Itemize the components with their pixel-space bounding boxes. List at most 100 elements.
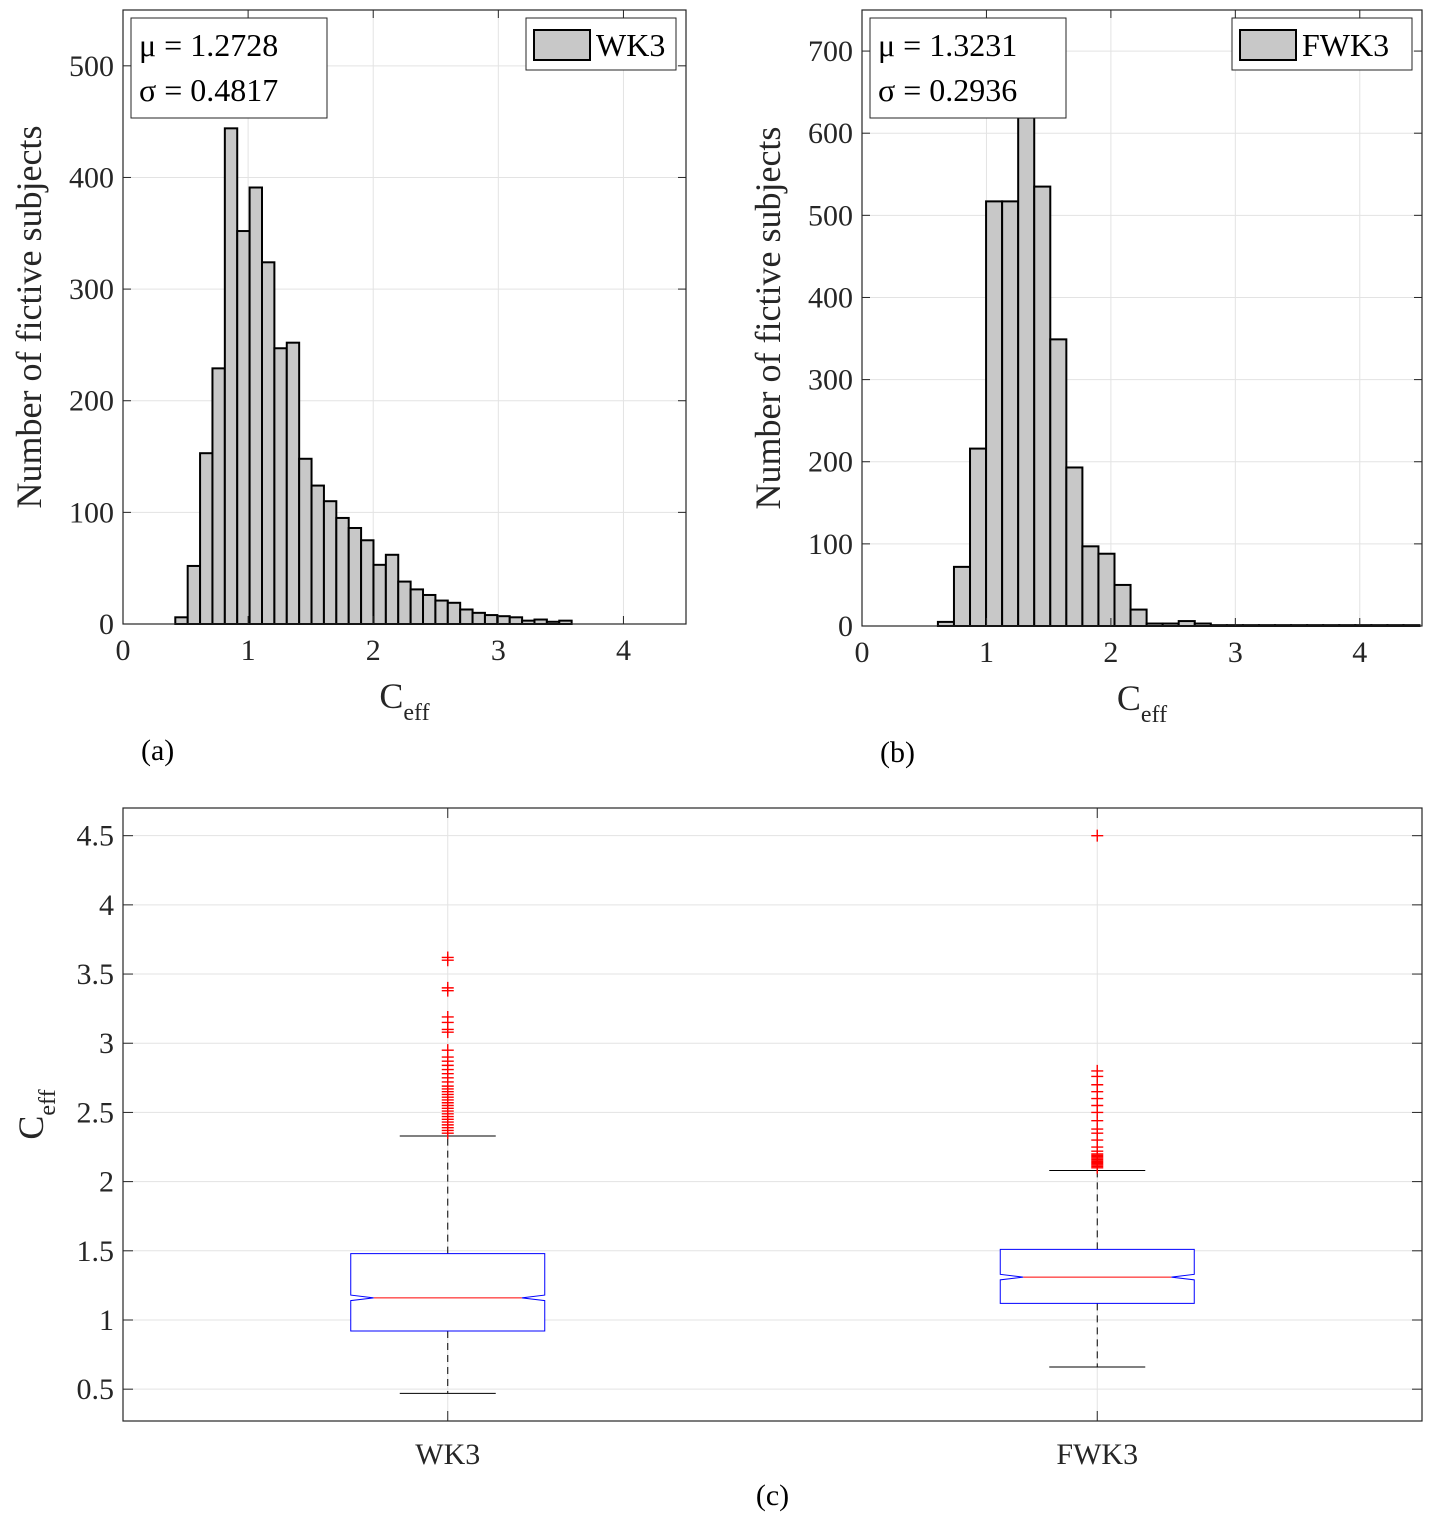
outlier-marker [1091, 1064, 1104, 1077]
axes-frame [861, 9, 1423, 627]
y-axis-label: Number of fictive subjects [748, 127, 788, 510]
histogram-bar [422, 593, 437, 626]
y-tick-label: 200 [808, 446, 853, 479]
histogram-bar [1177, 620, 1196, 628]
y-axis-label: Number of fictive subjects [9, 126, 49, 509]
histogram-bar [335, 516, 350, 625]
histogram-panel-2: 0 1 2 3 4 0 100 200 300 400 500 600 700 Ceff Number of… [748, 9, 1423, 769]
x-tick-label: 2 [366, 634, 381, 667]
y-tick-label: 2.5 [77, 1096, 115, 1129]
x-tick-label: 1 [979, 636, 994, 669]
histogram-bar [384, 553, 400, 626]
stat-mean: μ = 1.2728 [139, 27, 278, 63]
histogram-bar [298, 457, 313, 625]
histogram-bar [459, 608, 474, 625]
histogram-bar [533, 618, 548, 626]
legend-label: FWK3 [1302, 27, 1389, 63]
y-tick-label: 400 [69, 161, 114, 194]
x-tick-label: 2 [1103, 636, 1118, 669]
histogram-bar [446, 601, 462, 625]
histogram-bar [186, 564, 202, 626]
histogram-bar [285, 341, 301, 625]
legend-label: WK3 [596, 27, 665, 63]
y-tick-label: 400 [808, 281, 853, 314]
y-tick-label: 200 [69, 385, 114, 418]
histogram-bar [985, 200, 1004, 627]
y-tick-label: 4.5 [77, 820, 115, 853]
histogram-bar [1081, 545, 1100, 628]
legend-swatch [533, 29, 591, 61]
x-tick-label: 3 [491, 634, 506, 667]
histogram-bar [952, 565, 972, 628]
histogram-bar [273, 347, 288, 625]
box-fwk3 [999, 1248, 1195, 1304]
panel-label: (b) [880, 736, 915, 769]
x-axis-label-subscript: eff [403, 700, 429, 726]
histogram-bar [969, 447, 988, 628]
x-axis-label: Ceff [1117, 678, 1167, 728]
histogram-bar [174, 616, 189, 626]
panel-label: (c) [756, 1479, 789, 1512]
y-tick-label: 2 [99, 1166, 114, 1199]
panel-label: (a) [141, 734, 174, 767]
outlier-marker [1091, 829, 1104, 842]
histogram-bar [936, 620, 955, 627]
y-axis-label-subscript: eff [35, 1089, 61, 1115]
plot-area [123, 808, 1422, 1421]
y-tick-label: 0.5 [77, 1373, 115, 1406]
histogram-bar [1129, 608, 1148, 627]
y-tick-label: 1.5 [77, 1235, 115, 1268]
x-tick-label: 4 [1352, 636, 1367, 669]
histogram-bar [248, 186, 263, 625]
x-tick-label: 3 [1228, 636, 1243, 669]
x-axis-label: Ceff [379, 676, 429, 726]
histogram-bar [1033, 185, 1052, 627]
histogram-bar [310, 484, 325, 626]
x-tick-label: FWK3 [1056, 1438, 1138, 1471]
y-tick-label: 700 [808, 35, 853, 68]
histogram-bar [347, 526, 363, 626]
histogram-bar [496, 615, 511, 625]
histogram-bar [223, 127, 239, 626]
histogram-bar [236, 230, 251, 625]
histogram-bar [1097, 552, 1116, 627]
box-wk3 [350, 1253, 546, 1332]
stat-std: σ = 0.2936 [878, 72, 1017, 108]
histogram-panel-1: 0 1 2 3 4 0 100 200 300 400 500 Ceff Number of ficti… [9, 9, 687, 767]
y-tick-label: 3 [99, 1027, 114, 1060]
x-tick-label: 4 [616, 634, 631, 667]
histogram-bar [322, 500, 338, 626]
histogram-bar [1049, 338, 1068, 627]
y-tick-label: 0 [838, 610, 853, 643]
x-tick-label: 0 [855, 636, 870, 669]
boxplot-panel: 0.5 1 1.5 2 2.5 3 3.5 4 4.5 WK3 FWK3 Ceff (c) [11, 807, 1423, 1512]
stats-box [130, 17, 328, 119]
histogram-bar [483, 614, 499, 626]
y-tick-label: 1 [99, 1304, 114, 1337]
x-tick-label: WK3 [415, 1438, 480, 1471]
axes-frame [122, 807, 1423, 1422]
outlier-marker [441, 981, 454, 994]
y-tick-label: 100 [69, 496, 114, 529]
outlier-marker [441, 951, 454, 964]
x-tick-label: 0 [116, 634, 131, 667]
histogram-bar [211, 367, 226, 625]
histogram-bar [508, 616, 524, 626]
histogram-bar [409, 588, 425, 625]
histogram-bar [1017, 116, 1036, 627]
y-tick-label: 600 [808, 117, 853, 150]
y-tick-label: 500 [808, 199, 853, 232]
y-tick-label: 4 [99, 889, 114, 922]
histogram-bar [471, 611, 486, 626]
stats-box [869, 17, 1067, 119]
histogram-bar [199, 452, 214, 625]
stat-mean: μ = 1.3231 [878, 27, 1017, 63]
outlier-marker [441, 1010, 454, 1023]
histogram-bar [397, 580, 412, 626]
stat-std: σ = 0.4817 [139, 72, 278, 108]
histogram-bar [260, 261, 276, 625]
outlier-marker [441, 1044, 454, 1057]
y-axis-label: Ceff [11, 1089, 61, 1139]
y-tick-label: 300 [69, 273, 114, 306]
